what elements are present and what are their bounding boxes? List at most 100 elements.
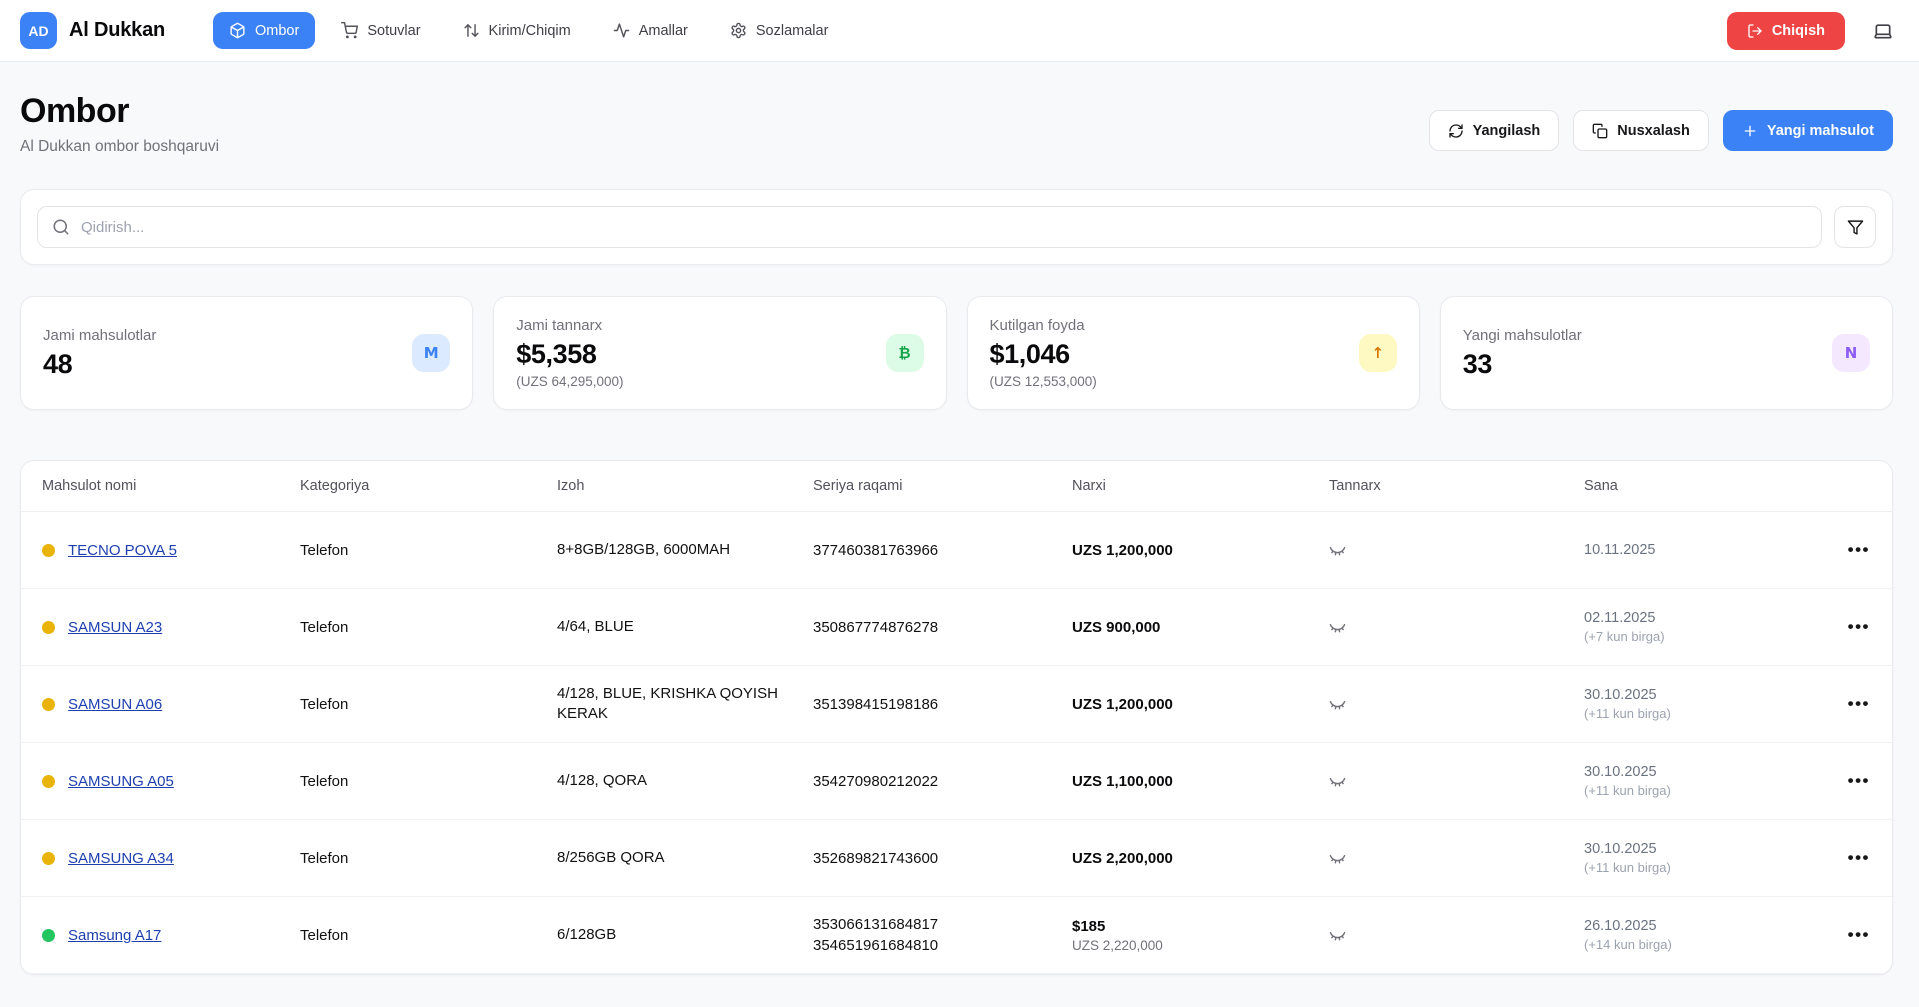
brand-name: Al Dukkan bbox=[69, 19, 166, 41]
eye-closed-icon bbox=[1329, 542, 1560, 559]
main-content: Ombor Al Dukkan ombor boshqaruvi Yangila… bbox=[0, 92, 1919, 975]
product-link[interactable]: SAMSUN A23 bbox=[68, 618, 163, 636]
product-link[interactable]: SAMSUN A06 bbox=[68, 695, 163, 713]
status-dot bbox=[42, 697, 55, 711]
row-menu-button[interactable]: ••• bbox=[1844, 842, 1874, 874]
arrow-up-badge: ↑ bbox=[1358, 334, 1397, 372]
stat-sub-value: (UZS 12,553,000) bbox=[989, 374, 1097, 389]
description-cell: 4/64, BLUE bbox=[557, 617, 634, 635]
logout-label: Chiqish bbox=[1771, 22, 1825, 39]
cost-cell bbox=[1329, 696, 1584, 713]
nav-item-kirim-chiqim[interactable]: Kirim/Chiqim bbox=[447, 12, 587, 49]
new-product-button[interactable]: Yangi mahsulot bbox=[1722, 110, 1893, 151]
funnel-icon bbox=[1847, 219, 1864, 236]
refresh-button[interactable]: Yangilash bbox=[1428, 110, 1560, 151]
nav-label: Sotuvlar bbox=[367, 22, 421, 39]
refresh-label: Yangilash bbox=[1472, 122, 1541, 139]
nav-item-sozlamalar[interactable]: Sozlamalar bbox=[714, 12, 845, 49]
price-cell: UZS 2,200,000 bbox=[1072, 849, 1173, 867]
row-menu-button[interactable]: ••• bbox=[1844, 919, 1874, 951]
eye-closed-icon bbox=[1329, 927, 1560, 944]
cost-cell bbox=[1329, 927, 1584, 944]
nav-item-sotuvlar[interactable]: Sotuvlar bbox=[325, 12, 436, 49]
table-row: TECNO POVA 5 Telefon 8+8GB/128GB, 6000MA… bbox=[21, 512, 1892, 589]
nav-label: Amallar bbox=[638, 22, 688, 39]
page-header: Ombor Al Dukkan ombor boshqaruvi Yangila… bbox=[20, 92, 1893, 156]
description-cell: 8/256GB QORA bbox=[557, 848, 665, 866]
search-input[interactable] bbox=[81, 218, 1807, 236]
stat-value: $5,358 bbox=[516, 339, 597, 369]
product-link[interactable]: TECNO POVA 5 bbox=[68, 541, 177, 559]
description-cell: 4/128, BLUE, KRISHKA QOYISH KERAK bbox=[557, 684, 778, 722]
table-header-row: Mahsulot nomi Kategoriya Izoh Seriya raq… bbox=[21, 461, 1892, 512]
nav-item-amallar[interactable]: Amallar bbox=[597, 12, 704, 49]
category-cell: Telefon bbox=[300, 541, 349, 559]
top-navbar: AD Al Dukkan Ombor Sotuvlar Kirim/Chiqim bbox=[0, 0, 1919, 62]
table-row: Samsung A17 Telefon 6/128GB 353066131684… bbox=[21, 897, 1892, 974]
brand-logo: AD bbox=[20, 12, 57, 49]
package-icon bbox=[229, 22, 246, 39]
laptop-icon[interactable] bbox=[1871, 19, 1895, 43]
category-cell: Telefon bbox=[300, 849, 349, 867]
price-cell: UZS 900,000 bbox=[1072, 618, 1161, 636]
stat-card-new-products: Yangi mahsulotlar 33 N bbox=[1439, 296, 1893, 410]
page-subtitle: Al Dukkan ombor boshqaruvi bbox=[20, 138, 220, 155]
nav-item-ombor[interactable]: Ombor bbox=[213, 12, 316, 49]
col-description: Izoh bbox=[557, 478, 585, 494]
description-cell: 8+8GB/128GB, 6000MAH bbox=[557, 540, 731, 558]
cart-icon bbox=[341, 22, 359, 39]
duplicate-button[interactable]: Nusxalash bbox=[1573, 110, 1709, 151]
col-price: Narxi bbox=[1072, 478, 1106, 494]
product-link[interactable]: SAMSUNG A05 bbox=[68, 772, 174, 790]
search-icon bbox=[52, 218, 70, 236]
product-link[interactable]: SAMSUNG A34 bbox=[68, 849, 174, 867]
stat-label: Jami tannarx bbox=[516, 317, 603, 334]
status-dot bbox=[42, 851, 55, 865]
category-cell: Telefon bbox=[300, 926, 349, 944]
status-dot bbox=[42, 620, 55, 634]
status-dot bbox=[42, 543, 55, 557]
stat-badge: N bbox=[1832, 334, 1870, 372]
cost-cell bbox=[1329, 773, 1584, 790]
row-menu-button[interactable]: ••• bbox=[1844, 765, 1874, 797]
eye-closed-icon bbox=[1329, 619, 1560, 636]
stat-label: Yangi mahsulotlar bbox=[1462, 326, 1582, 344]
row-menu-button[interactable]: ••• bbox=[1844, 534, 1874, 566]
refresh-icon bbox=[1448, 123, 1464, 139]
search-box bbox=[37, 206, 1822, 248]
serial-cell: 377460381763966 bbox=[813, 541, 939, 559]
logout-icon bbox=[1747, 23, 1763, 39]
products-table: Mahsulot nomi Kategoriya Izoh Seriya raq… bbox=[20, 460, 1893, 975]
row-menu-button[interactable]: ••• bbox=[1844, 688, 1874, 720]
new-product-label: Yangi mahsulot bbox=[1766, 122, 1874, 139]
status-dot bbox=[42, 774, 55, 788]
description-cell: 4/128, QORA bbox=[557, 771, 648, 789]
activity-icon bbox=[613, 22, 630, 39]
logout-button[interactable]: Chiqish bbox=[1726, 11, 1845, 50]
stat-label: Jami mahsulotlar bbox=[43, 326, 157, 344]
stat-card-total-cost: Jami tannarx $5,358 (UZS 64,295,000) ₿ bbox=[493, 296, 947, 410]
filter-button[interactable] bbox=[1834, 206, 1876, 248]
row-menu-button[interactable]: ••• bbox=[1844, 611, 1874, 643]
col-category: Kategoriya bbox=[300, 478, 370, 494]
table-row: SAMSUNG A05 Telefon 4/128, QORA 35427098… bbox=[21, 743, 1892, 820]
stat-label: Kutilgan foyda bbox=[989, 317, 1085, 334]
category-cell: Telefon bbox=[300, 772, 349, 790]
date-cell: 30.10.2025 (+11 kun birga) bbox=[1584, 764, 1671, 798]
description-cell: 6/128GB bbox=[557, 925, 617, 943]
table-body: TECNO POVA 5 Telefon 8+8GB/128GB, 6000MA… bbox=[21, 512, 1892, 974]
category-cell: Telefon bbox=[300, 618, 349, 636]
product-link[interactable]: Samsung A17 bbox=[68, 926, 162, 944]
stat-card-expected-profit: Kutilgan foyda $1,046 (UZS 12,553,000) ↑ bbox=[966, 296, 1420, 410]
eye-closed-icon bbox=[1329, 850, 1560, 867]
col-date: Sana bbox=[1584, 478, 1618, 494]
stat-sub-value: (UZS 64,295,000) bbox=[516, 374, 624, 389]
cost-cell bbox=[1329, 619, 1584, 636]
navbar-right: Chiqish bbox=[1726, 11, 1895, 50]
nav-label: Sozlamalar bbox=[755, 22, 829, 39]
date-cell: 30.10.2025 (+11 kun birga) bbox=[1584, 687, 1671, 721]
brand: AD Al Dukkan bbox=[20, 12, 165, 49]
col-serial: Seriya raqami bbox=[813, 478, 903, 494]
date-cell: 26.10.2025 (+14 kun birga) bbox=[1584, 918, 1672, 952]
stat-value: 33 bbox=[1462, 348, 1493, 379]
